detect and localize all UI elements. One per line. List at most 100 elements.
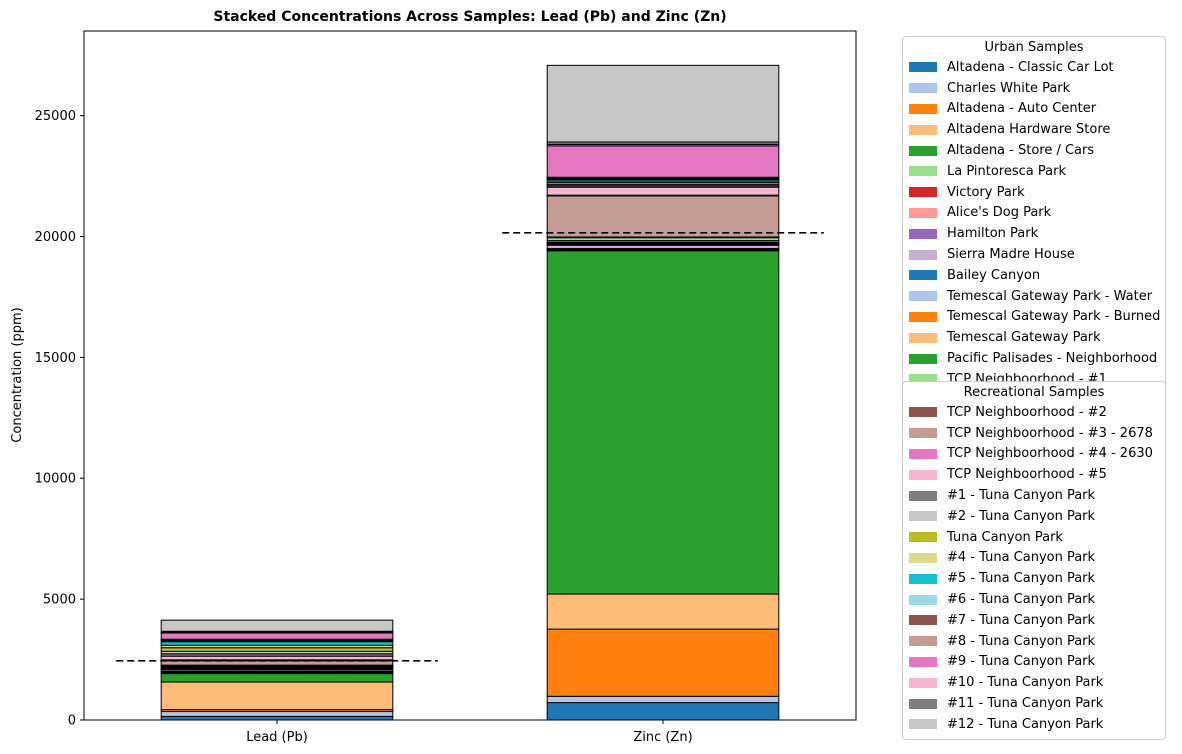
legend-item: Charles White Park bbox=[903, 78, 1165, 99]
legend-swatch bbox=[909, 594, 937, 605]
legend-item: TCP Neighboorhood - #4 - 2630 bbox=[903, 444, 1165, 465]
y-axis-ticks: 0 5000 10000 15000 20000 25000 bbox=[35, 109, 84, 729]
legend-label: La Pintoresca Park bbox=[947, 163, 1066, 179]
legend-swatch bbox=[909, 145, 937, 156]
x-tick-label-0: Lead (Pb) bbox=[246, 730, 308, 745]
legend-label: Altadena - Store / Cars bbox=[947, 143, 1095, 159]
bar-segment-1-19 bbox=[546, 186, 780, 196]
legend-label: Sierra Madre House bbox=[947, 247, 1075, 263]
bar-segment-0-1 bbox=[160, 711, 394, 717]
legend-label: #8 - Tuna Canyon Park bbox=[947, 633, 1096, 649]
legend-swatch bbox=[909, 311, 937, 322]
legend-label: TCP Neighboorhood - #3 - 2678 bbox=[947, 425, 1153, 441]
legend-swatch bbox=[909, 207, 937, 218]
y-tick-label-3: 15000 bbox=[35, 351, 76, 366]
legend-swatch bbox=[909, 698, 937, 709]
legend-title: Urban Samples bbox=[984, 40, 1084, 55]
legend-label: Temescal Gateway Park bbox=[947, 330, 1101, 346]
legend-swatch bbox=[909, 448, 937, 459]
bar-segment-1-4 bbox=[546, 250, 780, 595]
legend-swatch bbox=[909, 83, 937, 94]
bar-segment-1-0 bbox=[546, 702, 780, 721]
legend-label: #2 - Tuna Canyon Park bbox=[947, 508, 1096, 524]
legend-swatch bbox=[909, 656, 937, 667]
legend-item: Altadena Hardware Store bbox=[903, 119, 1165, 140]
legend-swatch bbox=[909, 552, 937, 563]
legend-swatch bbox=[909, 532, 937, 543]
y-tick-label-5: 25000 bbox=[35, 109, 76, 124]
legend-label: #12 - Tuna Canyon Park bbox=[947, 716, 1104, 732]
legend-label: TCP Neighboorhood - #4 - 2630 bbox=[947, 446, 1153, 462]
legend-item: TCP Neighboorhood - #2 bbox=[903, 402, 1165, 423]
bar-segment-1-2 bbox=[546, 628, 780, 697]
legend-item: Alice's Dog Park bbox=[903, 203, 1165, 224]
legend-label: TCP Neighboorhood - #5 bbox=[947, 467, 1107, 483]
legend-swatch bbox=[909, 62, 937, 73]
legend-swatch bbox=[909, 332, 937, 343]
legend-label: #7 - Tuna Canyon Park bbox=[947, 612, 1096, 628]
legend-item: #7 - Tuna Canyon Park bbox=[903, 610, 1165, 631]
legend-swatch bbox=[909, 615, 937, 626]
legend-item: Altadena - Classic Car Lot bbox=[903, 57, 1165, 78]
legend-swatch bbox=[909, 249, 937, 260]
legend-label: Altadena - Auto Center bbox=[947, 101, 1097, 117]
legend-item: Temescal Gateway Park - Water bbox=[903, 286, 1165, 307]
y-tick-label-4: 20000 bbox=[35, 230, 76, 245]
bar-segment-0-24 bbox=[160, 641, 394, 646]
legend-item: #12 - Tuna Canyon Park bbox=[903, 714, 1165, 735]
y-tick-label-1: 5000 bbox=[43, 593, 76, 608]
legend-label: Temescal Gateway Park - Burned bbox=[947, 309, 1161, 325]
legend-label: #1 - Tuna Canyon Park bbox=[947, 488, 1096, 504]
legend-item: Altadena - Auto Center bbox=[903, 99, 1165, 120]
legend-label: Hamilton Park bbox=[947, 226, 1039, 242]
bar-segment-0-4 bbox=[160, 673, 394, 683]
legend-swatch bbox=[909, 353, 937, 364]
legend-label: Pacific Palisades - Neighborhood bbox=[947, 351, 1158, 367]
legend-item: #5 - Tuna Canyon Park bbox=[903, 568, 1165, 589]
legend-item: #9 - Tuna Canyon Park bbox=[903, 652, 1165, 673]
legend-label: Charles White Park bbox=[947, 80, 1071, 96]
legend-item: #10 - Tuna Canyon Park bbox=[903, 672, 1165, 693]
legend-swatch bbox=[909, 124, 937, 135]
x-tick-label-1: Zinc (Zn) bbox=[633, 730, 692, 745]
legend-recreational-samples: Recreational Samples TCP Neighboorhood - … bbox=[902, 381, 1166, 740]
bar-segment-1-1 bbox=[546, 695, 780, 704]
legend-swatch bbox=[909, 374, 937, 385]
legend-label: Altadena Hardware Store bbox=[947, 122, 1111, 138]
bar-segment-1-28 bbox=[546, 145, 780, 178]
y-tick-label-0: 0 bbox=[68, 714, 76, 729]
legend-urban-samples: Urban Samples Altadena - Classic Car Lot C… bbox=[902, 36, 1166, 398]
legend-swatch bbox=[909, 291, 937, 302]
bar-segment-0-31 bbox=[160, 619, 394, 632]
legend-label: Temescal Gateway Park - Water bbox=[947, 288, 1153, 304]
bar-segment-1-31 bbox=[546, 64, 780, 143]
legend-swatch bbox=[909, 677, 937, 688]
legend-swatch bbox=[909, 490, 937, 501]
legend-item: #6 - Tuna Canyon Park bbox=[903, 589, 1165, 610]
legend-item: #1 - Tuna Canyon Park bbox=[903, 485, 1165, 506]
legend-swatch bbox=[909, 719, 937, 730]
legend-swatch bbox=[909, 103, 937, 114]
reference-lines bbox=[116, 232, 824, 662]
legend-item: Tuna Canyon Park bbox=[903, 527, 1165, 548]
legend-label: TCP Neighboorhood - #2 bbox=[947, 404, 1107, 420]
bar-segment-0-19 bbox=[160, 655, 394, 661]
legend-swatch bbox=[909, 187, 937, 198]
legend-item: La Pintoresca Park bbox=[903, 161, 1165, 182]
legend-item: #4 - Tuna Canyon Park bbox=[903, 548, 1165, 569]
legend-label: #4 - Tuna Canyon Park bbox=[947, 550, 1096, 566]
legend-swatch bbox=[909, 407, 937, 418]
bar-segment-0-22 bbox=[160, 647, 394, 652]
legend-swatch bbox=[909, 573, 937, 584]
legend-item: Victory Park bbox=[903, 182, 1165, 203]
legend-swatch bbox=[909, 636, 937, 647]
y-tick-label-2: 10000 bbox=[35, 472, 76, 487]
legend-label: #11 - Tuna Canyon Park bbox=[947, 696, 1104, 712]
bars bbox=[160, 64, 780, 721]
legend-swatch bbox=[909, 166, 937, 177]
legend-label: #6 - Tuna Canyon Park bbox=[947, 592, 1096, 608]
legend-item: Pacific Palisades - Neighborhood bbox=[903, 348, 1165, 369]
legend-item: TCP Neighboorhood - #3 - 2678 bbox=[903, 423, 1165, 444]
y-axis-label: Concentration (ppm) bbox=[10, 307, 25, 442]
